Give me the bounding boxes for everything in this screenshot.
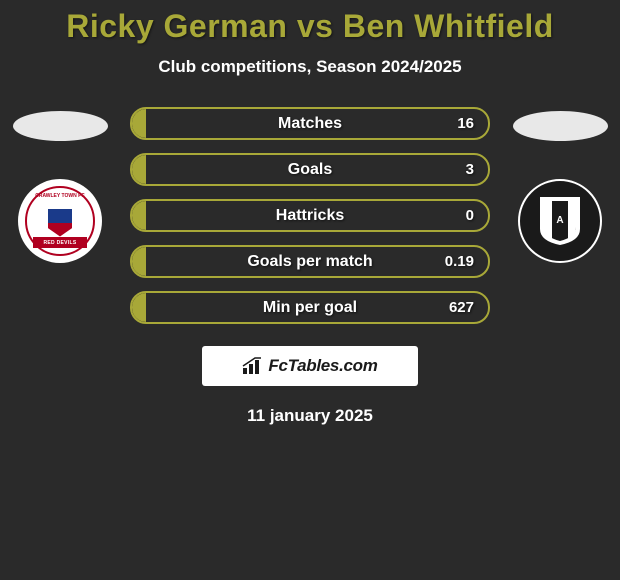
stat-right-value: 0.19: [445, 253, 474, 270]
svg-text:A: A: [556, 215, 563, 226]
stat-bar: Goals per match 0.19: [130, 245, 490, 278]
left-player-avatar: [13, 111, 108, 141]
stat-bar: Min per goal 627: [130, 291, 490, 324]
main-row: CRAWLEY TOWN FC RED DEVILS Matches 16 Goal…: [0, 107, 620, 324]
brand-box: FcTables.com: [202, 346, 418, 386]
right-badge-shield-icon: A: [538, 195, 582, 247]
brand-text: FcTables.com: [268, 356, 377, 376]
left-badge-top-text: CRAWLEY TOWN FC: [35, 194, 85, 199]
stat-label: Min per goal: [263, 299, 357, 317]
stat-fill: [132, 109, 146, 138]
stat-label: Goals: [288, 161, 332, 179]
brand-chart-icon: [242, 357, 264, 375]
right-club-badge: A: [518, 179, 602, 263]
left-club-badge: CRAWLEY TOWN FC RED DEVILS: [18, 179, 102, 263]
left-badge-inner: CRAWLEY TOWN FC RED DEVILS: [25, 186, 95, 256]
stat-fill: [132, 293, 146, 322]
stat-bar: Matches 16: [130, 107, 490, 140]
subtitle: Club competitions, Season 2024/2025: [0, 57, 620, 77]
stat-fill: [132, 247, 146, 276]
stat-right-value: 627: [449, 299, 474, 316]
stat-label: Hattricks: [276, 207, 344, 225]
stat-fill: [132, 201, 146, 230]
stat-bar: Goals 3: [130, 153, 490, 186]
infographic-container: Ricky German vs Ben Whitfield Club compe…: [0, 0, 620, 426]
stat-right-value: 0: [466, 207, 474, 224]
stat-label: Matches: [278, 115, 342, 133]
left-badge-banner: RED DEVILS: [33, 237, 87, 248]
stat-label: Goals per match: [247, 253, 372, 271]
right-player-column: A: [510, 107, 610, 263]
stat-right-value: 3: [466, 161, 474, 178]
stat-bar: Hattricks 0: [130, 199, 490, 232]
right-player-avatar: [513, 111, 608, 141]
page-title: Ricky German vs Ben Whitfield: [0, 8, 620, 45]
stats-column: Matches 16 Goals 3 Hattricks 0 Goals per match…: [110, 107, 510, 324]
stat-right-value: 16: [457, 115, 474, 132]
date-line: 11 january 2025: [0, 406, 620, 426]
stat-fill: [132, 155, 146, 184]
left-badge-shield-icon: [48, 209, 72, 237]
left-player-column: CRAWLEY TOWN FC RED DEVILS: [10, 107, 110, 263]
